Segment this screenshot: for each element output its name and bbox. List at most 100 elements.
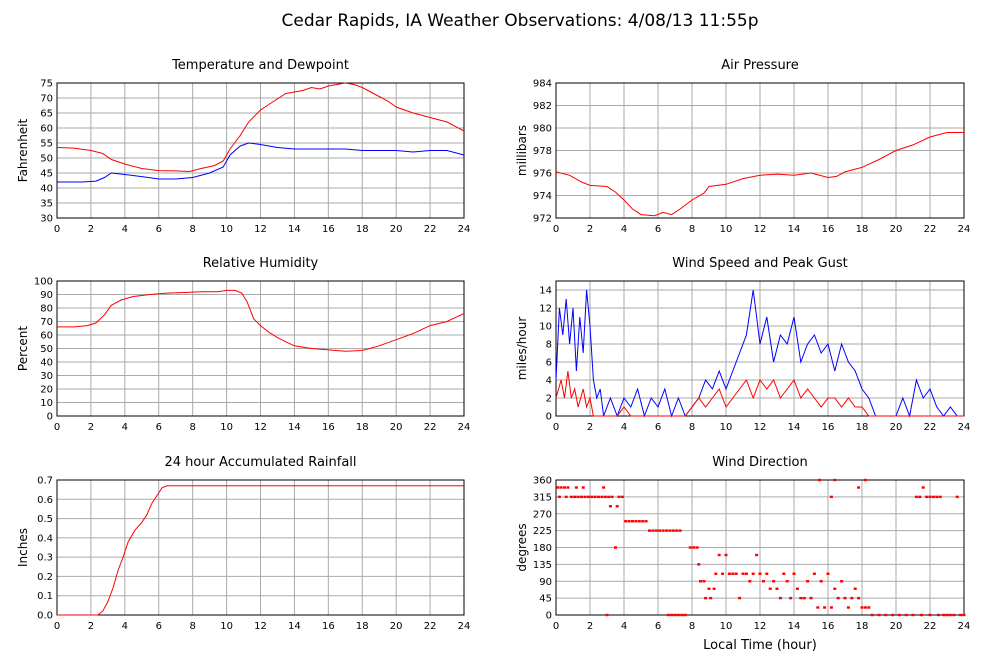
wind_direction-point (755, 553, 759, 557)
pressure-ytick-label: 980 (533, 124, 552, 135)
wind_direction-point (823, 606, 827, 609)
wind_direction-point (925, 495, 929, 499)
pressure-xtick-label: 6 (655, 224, 661, 235)
wind_direction-point (799, 596, 803, 600)
wind_direction-point (806, 580, 810, 583)
wind_direction-point (897, 613, 901, 617)
wind_direction-ylabel: degrees (515, 523, 529, 571)
wind_direction-point (557, 495, 561, 499)
temperature-ytick-label: 75 (40, 79, 53, 90)
pressure-xtick-label: 12 (754, 224, 767, 235)
humidity-ytick-label: 10 (40, 398, 53, 409)
wind_direction-point (744, 572, 748, 575)
humidity-xtick-label: 10 (220, 422, 233, 433)
rainfall-xtick-label: 6 (156, 621, 162, 632)
wind_direction-xtick-label: 4 (621, 621, 627, 632)
wind_speed-xtick-label: 2 (587, 422, 593, 433)
pressure-xtick-label: 8 (689, 224, 695, 235)
temperature-ytick-label: 40 (40, 184, 53, 195)
wind_direction-point (574, 486, 578, 489)
wind_direction-point (651, 529, 655, 532)
pressure-xtick-label: 2 (587, 224, 593, 235)
humidity-xtick-label: 2 (88, 422, 94, 433)
wind_direction-point (602, 486, 606, 489)
wind_direction-xtick-label: 24 (958, 621, 971, 632)
humidity-ytick-label: 0 (47, 412, 53, 423)
pressure-xtick-label: 16 (822, 224, 835, 235)
rainfall-ytick-label: 0.5 (37, 514, 53, 525)
wind_direction-point (648, 529, 651, 532)
wind_direction-point (569, 495, 573, 499)
wind_speed-ytick-label: 2 (546, 394, 552, 405)
wind_direction-point (580, 495, 583, 499)
rainfall-xtick-label: 14 (288, 621, 301, 632)
wind_speed-title: Wind Speed and Peak Gust (672, 256, 847, 271)
humidity-xtick-label: 24 (458, 422, 471, 433)
wind_direction-point (566, 486, 570, 489)
wind_speed-ytick-label: 10 (539, 322, 552, 333)
wind_direction-point (576, 495, 580, 499)
humidity-ytick-label: 70 (40, 317, 53, 328)
wind_direction-point (641, 520, 645, 523)
rainfall-xtick-label: 16 (322, 621, 335, 632)
wind_direction-point (914, 495, 918, 499)
temperature-ytick-label: 60 (40, 124, 53, 135)
rainfall-ytick-label: 0.0 (37, 611, 53, 622)
humidity-title: Relative Humidity (203, 256, 319, 271)
wind_direction-point (850, 596, 854, 600)
wind_direction-point (921, 486, 925, 489)
wind_direction-xtick-label: 16 (822, 621, 835, 632)
temperature-ytick-label: 50 (40, 154, 53, 165)
wind_direction-point (846, 606, 850, 609)
rainfall-xtick-label: 24 (458, 621, 471, 632)
wind_direction-xtick-label: 20 (890, 621, 903, 632)
wind_direction-point (603, 495, 607, 499)
wind_direction-point (942, 613, 946, 617)
wind_direction-point (918, 495, 922, 499)
wind_direction-point (948, 613, 952, 617)
rainfall-xtick-label: 18 (356, 621, 369, 632)
humidity-series-line-0 (57, 289, 465, 352)
pressure-xtick-label: 4 (621, 224, 627, 235)
temperature-xtick-label: 8 (189, 224, 195, 235)
wind_direction-point (904, 613, 908, 617)
pressure-xtick-label: 0 (553, 224, 559, 235)
humidity-ylabel: Percent (16, 326, 30, 371)
wind_direction-point (920, 613, 923, 617)
wind_direction-point (775, 587, 779, 590)
wind_direction-point (812, 572, 816, 575)
wind_direction-ytick-label: 360 (533, 476, 552, 487)
temperature-frame (56, 82, 465, 219)
temperature-series-line-1 (57, 142, 465, 183)
wind_direction-point (583, 495, 587, 499)
humidity-xtick-label: 22 (424, 422, 437, 433)
wind_direction-point (785, 580, 789, 583)
wind_direction-point (867, 606, 871, 609)
wind_direction-point (761, 580, 765, 583)
wind_speed-ytick-label: 6 (546, 358, 552, 369)
wind_direction-point (564, 495, 568, 499)
wind_direction-point (671, 529, 675, 532)
rainfall-ytick-label: 0.3 (37, 553, 53, 564)
wind_direction-point (727, 572, 731, 575)
humidity-ytick-label: 80 (40, 304, 53, 315)
wind_direction-point (590, 495, 594, 499)
wind_direction-point (709, 596, 713, 600)
wind_direction-point (593, 495, 597, 499)
wind_direction-point (724, 553, 728, 557)
wind_speed-xtick-label: 12 (754, 422, 767, 433)
wind_direction-point (559, 486, 563, 489)
humidity-ytick-label: 40 (40, 358, 53, 369)
wind_direction-point (829, 495, 833, 499)
wind_direction-point (891, 613, 895, 617)
wind_direction-point (668, 529, 672, 532)
wind_direction-point (563, 486, 566, 489)
pressure-xtick-label: 24 (958, 224, 971, 235)
wind_direction-point (738, 596, 742, 600)
humidity-xtick-label: 14 (288, 422, 301, 433)
wind_direction-point (809, 596, 813, 600)
wind_direction-point (654, 529, 658, 532)
pressure-title: Air Pressure (721, 58, 799, 73)
page-title: Cedar Rapids, IA Weather Observations: 4… (281, 11, 758, 31)
